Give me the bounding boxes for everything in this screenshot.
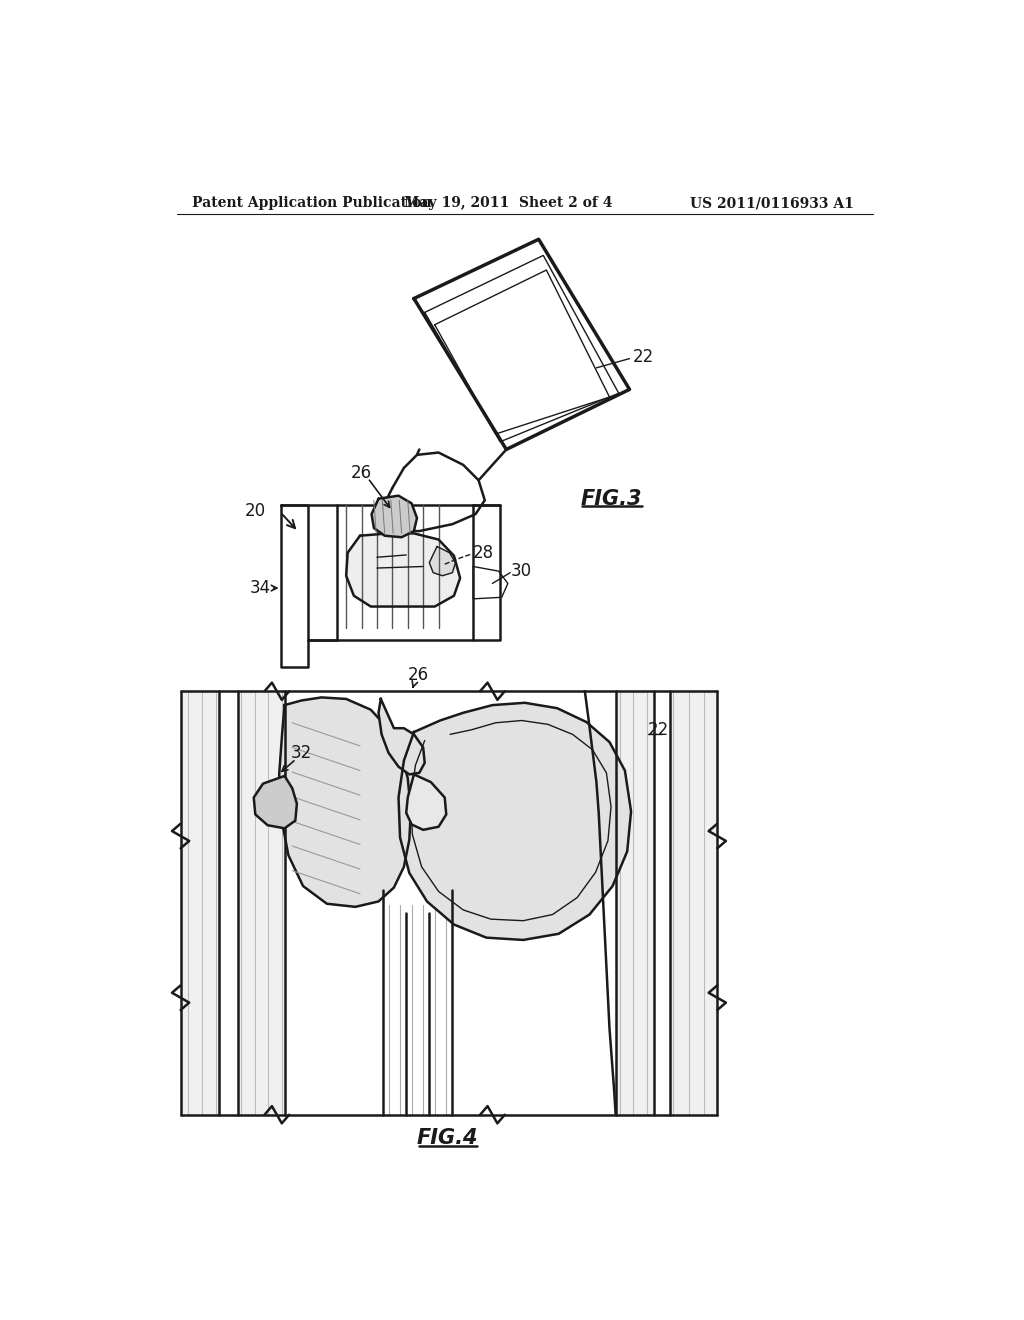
Polygon shape: [254, 776, 297, 829]
Text: 20: 20: [245, 502, 265, 520]
Text: 22: 22: [648, 721, 670, 739]
Polygon shape: [379, 700, 425, 775]
Text: US 2011/0116933 A1: US 2011/0116933 A1: [690, 197, 854, 210]
Text: FIG.4: FIG.4: [417, 1127, 478, 1148]
Text: 30: 30: [511, 562, 532, 579]
Polygon shape: [473, 566, 508, 599]
Polygon shape: [473, 506, 500, 640]
Polygon shape: [281, 506, 307, 667]
Text: 28: 28: [472, 544, 494, 561]
Text: FIG.3: FIG.3: [581, 488, 643, 508]
Polygon shape: [346, 533, 460, 607]
Text: 26: 26: [351, 463, 372, 482]
Text: Patent Application Publication: Patent Application Publication: [193, 197, 432, 210]
Polygon shape: [180, 692, 219, 1114]
Polygon shape: [239, 692, 285, 1114]
Text: 34: 34: [250, 579, 271, 597]
Polygon shape: [615, 692, 654, 1114]
Text: 32: 32: [291, 744, 312, 762]
Polygon shape: [670, 692, 717, 1114]
Polygon shape: [414, 239, 630, 449]
Polygon shape: [372, 496, 417, 537]
Polygon shape: [280, 697, 411, 907]
Text: May 19, 2011  Sheet 2 of 4: May 19, 2011 Sheet 2 of 4: [403, 197, 612, 210]
Text: 26: 26: [408, 665, 429, 684]
Polygon shape: [398, 702, 631, 940]
Polygon shape: [429, 546, 456, 576]
Polygon shape: [407, 775, 446, 830]
Text: 22: 22: [633, 348, 654, 366]
